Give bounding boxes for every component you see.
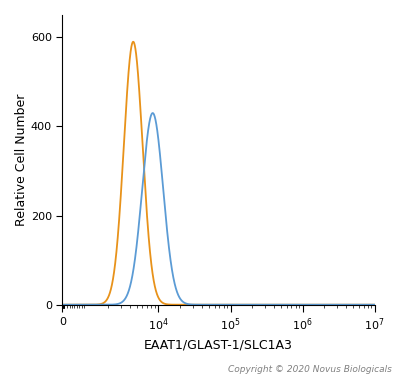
- Y-axis label: Relative Cell Number: Relative Cell Number: [15, 94, 28, 226]
- X-axis label: EAAT1/GLAST-1/SLC1A3: EAAT1/GLAST-1/SLC1A3: [144, 339, 293, 352]
- Text: Copyright © 2020 Novus Biologicals: Copyright © 2020 Novus Biologicals: [228, 365, 392, 374]
